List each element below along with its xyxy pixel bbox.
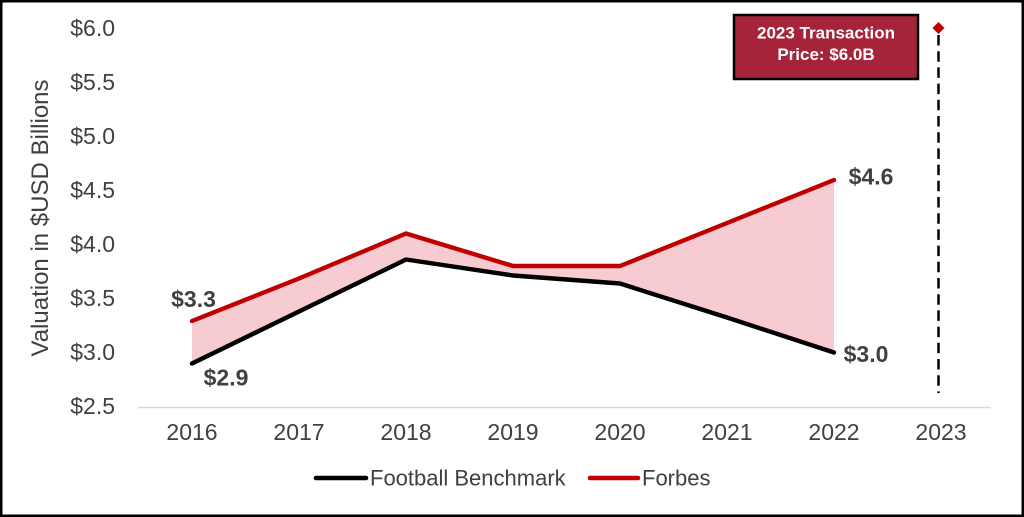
svg-text:Price: $6.0B: Price: $6.0B (777, 45, 874, 64)
svg-text:2019: 2019 (487, 419, 538, 445)
svg-text:$4.6: $4.6 (849, 164, 894, 190)
svg-text:2022: 2022 (808, 419, 859, 445)
svg-text:$4.0: $4.0 (70, 231, 115, 257)
svg-text:2016: 2016 (166, 419, 217, 445)
svg-text:2021: 2021 (701, 419, 752, 445)
svg-text:$3.5: $3.5 (70, 285, 115, 311)
svg-text:2023 Transaction: 2023 Transaction (757, 24, 895, 43)
svg-text:$4.5: $4.5 (70, 177, 115, 203)
svg-text:2023: 2023 (915, 419, 966, 445)
svg-text:Football Benchmark: Football Benchmark (370, 466, 567, 491)
svg-text:2018: 2018 (380, 419, 431, 445)
svg-text:$3.0: $3.0 (70, 339, 115, 365)
svg-text:$5.0: $5.0 (70, 123, 115, 149)
svg-text:2017: 2017 (273, 419, 324, 445)
svg-text:Forbes: Forbes (642, 466, 710, 491)
svg-text:$2.5: $2.5 (70, 393, 115, 419)
svg-text:2020: 2020 (594, 419, 645, 445)
svg-text:$6.0: $6.0 (70, 15, 115, 41)
svg-text:Valuation in $USD Billions: Valuation in $USD Billions (27, 79, 54, 356)
svg-text:$5.5: $5.5 (70, 69, 115, 95)
svg-text:$3.3: $3.3 (171, 286, 216, 312)
svg-text:$3.0: $3.0 (844, 341, 889, 367)
svg-text:$2.9: $2.9 (204, 365, 249, 391)
